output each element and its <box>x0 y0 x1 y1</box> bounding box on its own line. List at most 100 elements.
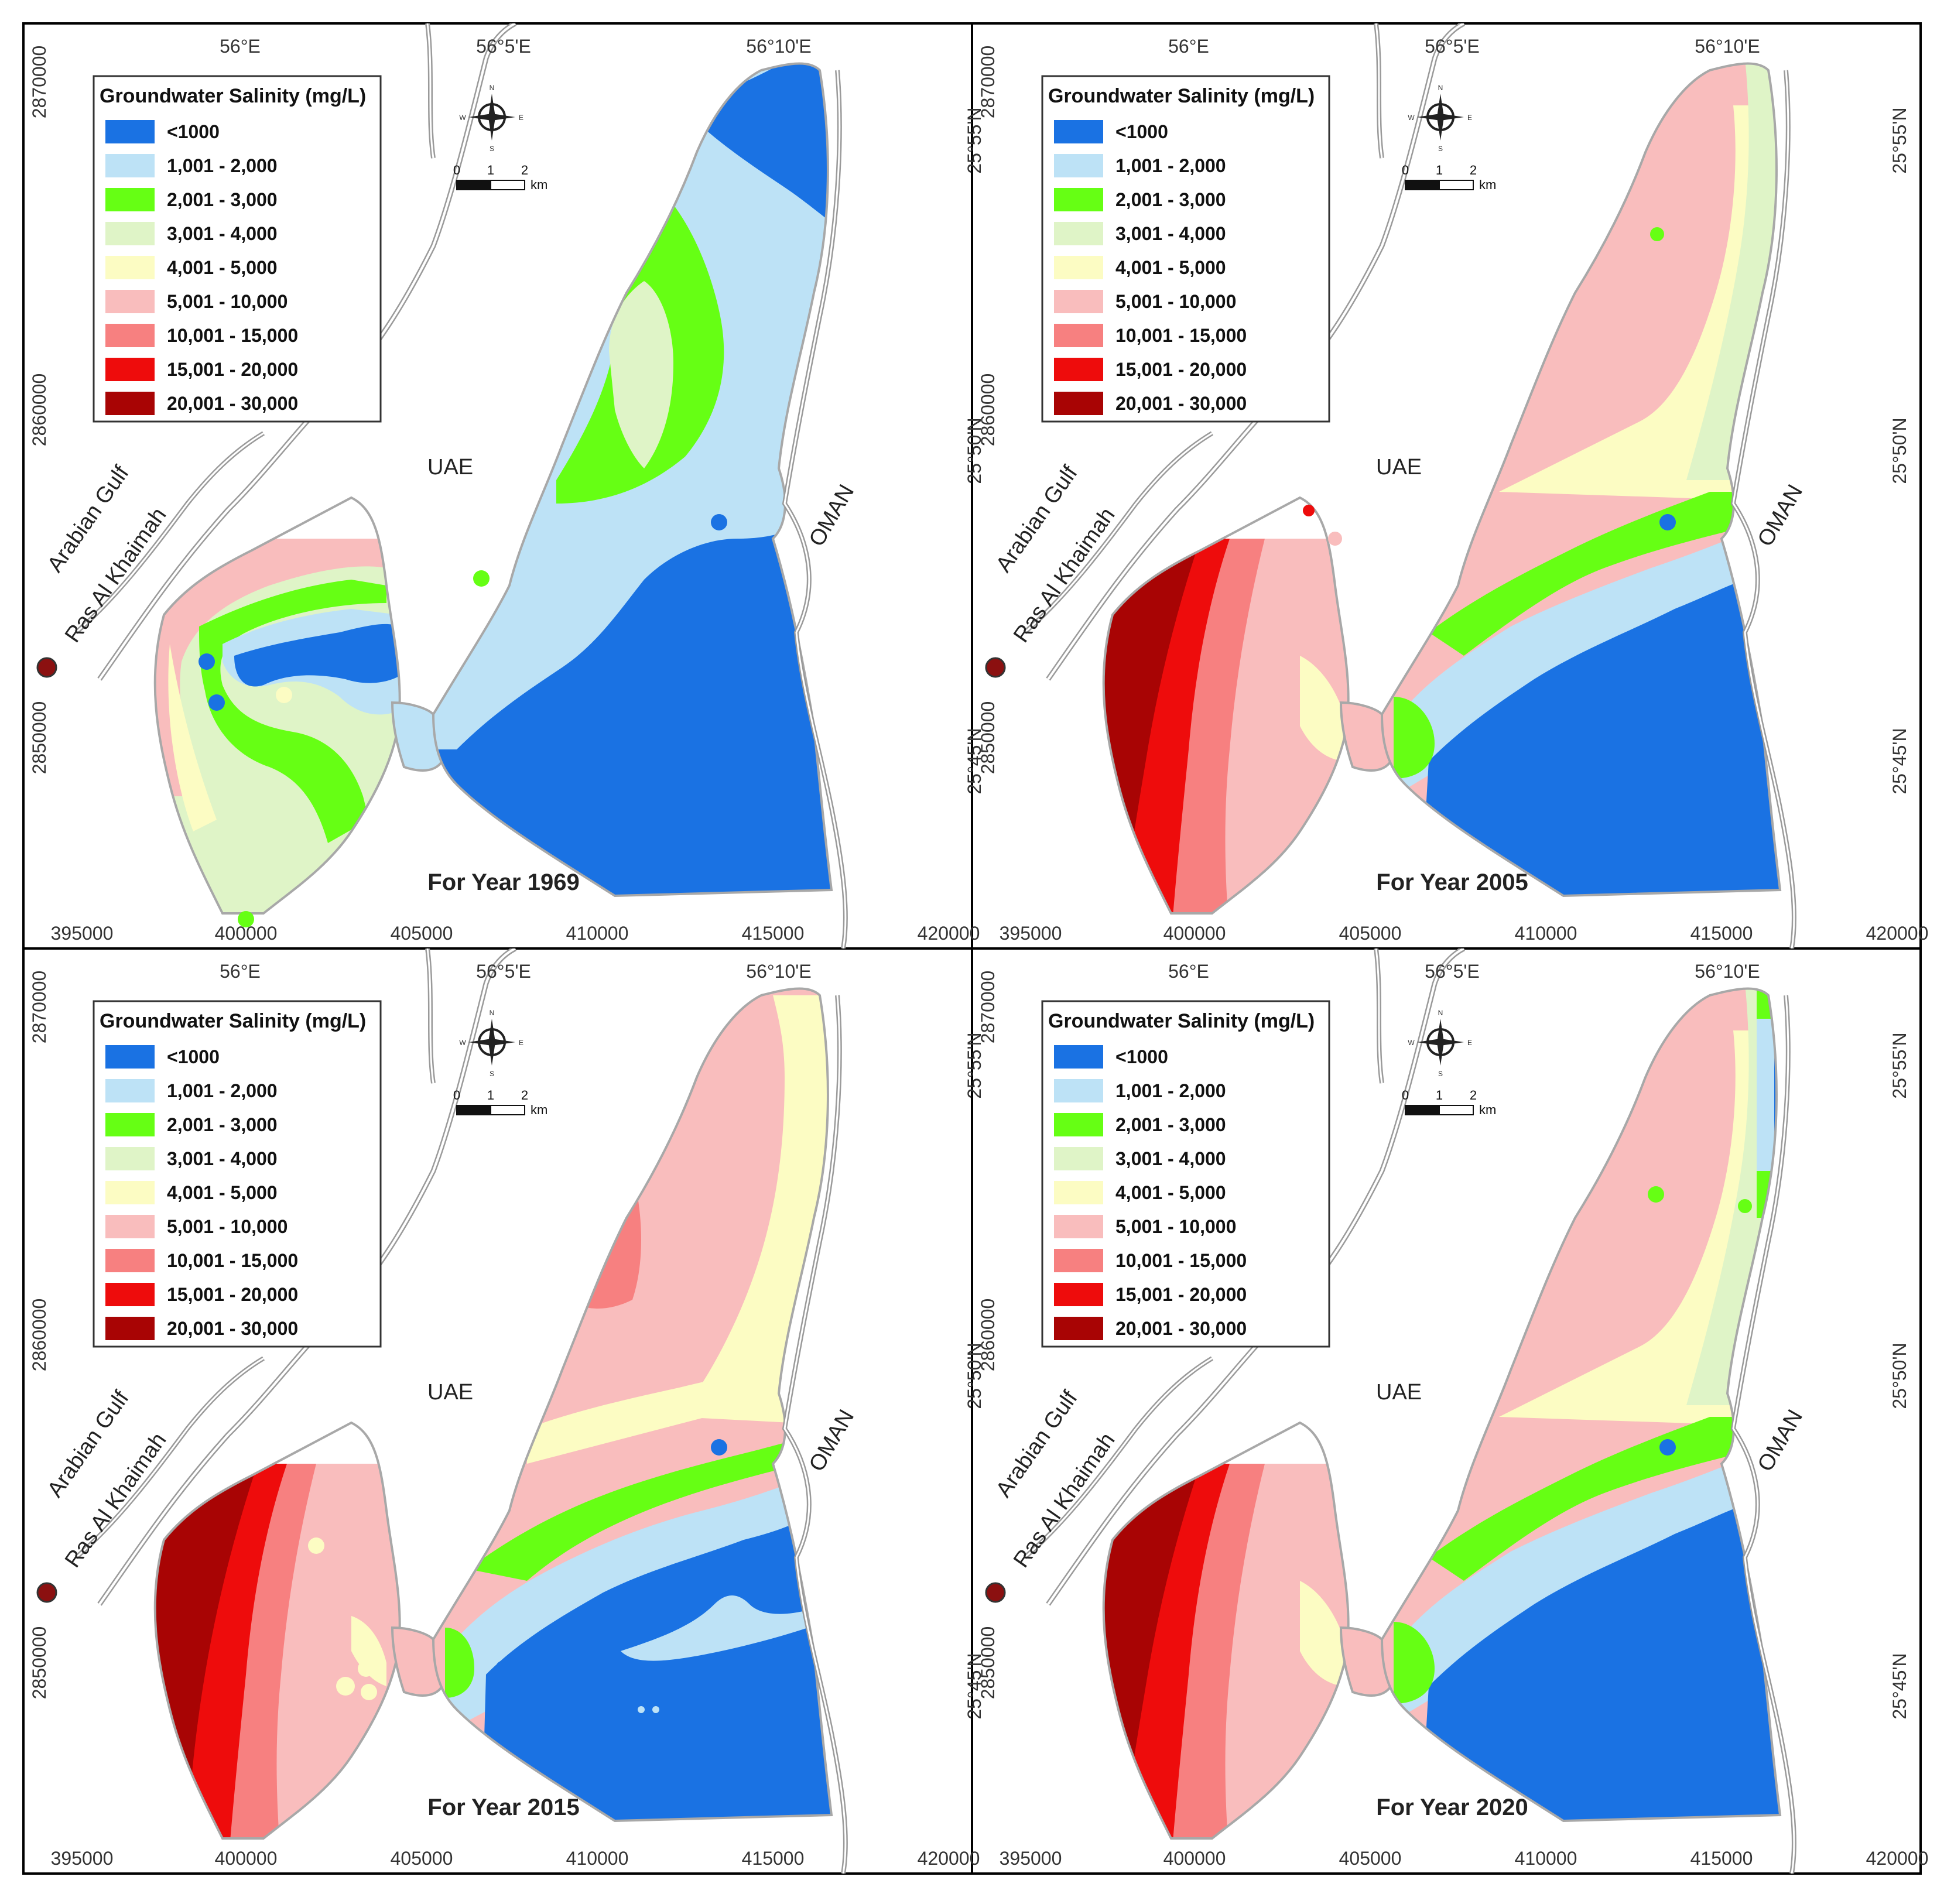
top-tick-label: 56°10'E <box>746 961 811 982</box>
salinity-zone-east-1 <box>564 1131 641 1309</box>
legend-swatch <box>1054 1317 1103 1340</box>
legend-item-label: 1,001 - 2,000 <box>1115 155 1226 176</box>
inner-right-tick-label: 25°50'N <box>964 1343 985 1409</box>
salinity-spot-0 <box>308 1537 324 1554</box>
bottom-tick-label: 395000 <box>51 1848 114 1869</box>
compass-s: S <box>1438 145 1443 153</box>
left-tick-label: 2870000 <box>29 46 50 119</box>
scale-tick-label: 1 <box>1436 163 1443 177</box>
salinity-spot-4 <box>495 1660 512 1677</box>
scale-tick-label: 0 <box>453 163 460 177</box>
legend-swatch <box>1054 120 1103 143</box>
bottom-tick-label: 420000 <box>1866 923 1929 944</box>
legend-item-label: 20,001 - 30,000 <box>1115 393 1247 414</box>
right-tick-label: 25°55'N <box>1889 1032 1910 1098</box>
salinity-spot-8 <box>711 1439 727 1456</box>
salinity-spot-6 <box>638 1706 645 1713</box>
country-label-uae: UAE <box>427 1380 473 1405</box>
bottom-tick-label: 415000 <box>1690 923 1753 944</box>
scale-segment-dark <box>1405 180 1440 190</box>
legend: Groundwater Salinity (mg/L) <1000 1,001 - … <box>1041 75 1330 423</box>
country-label-uae: UAE <box>1376 455 1422 480</box>
left-tick-label: 2860000 <box>977 374 998 447</box>
legend-item-label: <1000 <box>167 121 220 142</box>
legend-swatch <box>105 120 155 143</box>
scale-segment-dark <box>456 1105 491 1115</box>
top-tick-label: 56°5'E <box>476 36 531 57</box>
scale-segment-dark <box>456 180 491 190</box>
scale-unit: km <box>531 177 547 192</box>
legend-swatch <box>105 154 155 177</box>
compass-n: N <box>1438 1009 1443 1017</box>
salinity-zone-east-2 <box>679 995 831 1429</box>
legend-item-label: 15,001 - 20,000 <box>1115 1284 1247 1305</box>
bottom-tick-label: 400000 <box>1163 1848 1226 1869</box>
left-tick-label: 2870000 <box>29 971 50 1044</box>
salinity-spot-7 <box>652 1706 659 1713</box>
legend-swatch <box>1054 392 1103 415</box>
bottom-tick-label: 410000 <box>1515 923 1577 944</box>
legend-swatch <box>105 1181 155 1204</box>
scale-bar: 0 1 2km <box>453 163 547 192</box>
salinity-spot-0 <box>199 653 215 670</box>
legend-item-label: 20,001 - 30,000 <box>167 1318 298 1339</box>
salinity-spot-2 <box>1738 1199 1752 1213</box>
scale-segment-light <box>1439 180 1474 190</box>
legend-swatch <box>105 222 155 245</box>
inner-right-tick-label: 25°55'N <box>964 1032 985 1098</box>
top-tick-label: 56°10'E <box>746 36 811 57</box>
bottom-tick-label: 405000 <box>391 1848 453 1869</box>
top-tick-label: 56°E <box>1168 36 1209 57</box>
scale-tick-label: 2 <box>521 163 528 177</box>
bottom-tick-label: 420000 <box>918 1848 980 1869</box>
left-tick-label: 2850000 <box>977 701 998 775</box>
salinity-zone-west-1 <box>1300 656 1347 761</box>
scale-tick-label: 2 <box>1470 163 1477 177</box>
legend-swatch <box>105 1249 155 1272</box>
legend-item-label: <1000 <box>1115 121 1168 142</box>
compass-w: W <box>1408 1039 1415 1047</box>
salinity-zone-east-6 <box>1429 1417 1745 1581</box>
legend-item-label: 5,001 - 10,000 <box>1115 291 1236 312</box>
legend-item-label: 4,001 - 5,000 <box>167 1182 278 1203</box>
salinity-zone-east-7 <box>1394 697 1435 779</box>
scale-unit: km <box>1479 1102 1496 1117</box>
compass-e: E <box>1467 1039 1472 1047</box>
legend-item-label: 15,001 - 20,000 <box>167 359 298 380</box>
legend-item-label: 2,001 - 3,000 <box>167 189 278 210</box>
legend-swatch <box>1054 290 1103 313</box>
north-arrow: N S E W <box>459 1009 523 1078</box>
bottom-tick-label: 420000 <box>918 923 980 944</box>
scale-tick-label: 0 <box>1402 163 1409 177</box>
legend-item-label: 4,001 - 5,000 <box>1115 257 1226 278</box>
compass-e: E <box>1467 114 1472 122</box>
country-label-uae: UAE <box>1376 1380 1422 1405</box>
country-label-oman: OMAN <box>1753 1406 1808 1476</box>
left-tick-label: 2850000 <box>29 1626 50 1700</box>
legend-item-label: 4,001 - 5,000 <box>1115 1182 1226 1203</box>
scale-tick-label: 0 <box>453 1088 460 1102</box>
salinity-zone-west-2 <box>168 644 217 831</box>
scale-unit: km <box>531 1102 547 1117</box>
salinity-zone-east-3 <box>1803 152 1850 269</box>
salinity-zone-east-8 <box>1417 1505 1780 1821</box>
salinity-zone-west-1 <box>155 539 386 796</box>
scale-segment-light <box>490 180 525 190</box>
salinity-zone-east-6 <box>1417 580 1780 896</box>
legend-item-label: 2,001 - 3,000 <box>1115 189 1226 210</box>
legend-swatch <box>105 1317 155 1340</box>
right-tick-label: 25°45'N <box>1889 1653 1910 1719</box>
legend-swatch <box>105 1113 155 1136</box>
legend-title: Groundwater Salinity (mg/L) <box>1048 85 1315 107</box>
compass-s: S <box>490 1070 494 1078</box>
salinity-spot-1 <box>1328 532 1342 546</box>
country-label-oman: OMAN <box>805 481 859 551</box>
top-tick-label: 56°5'E <box>476 961 531 982</box>
legend-swatch <box>105 1079 155 1102</box>
legend-swatch <box>1054 256 1103 279</box>
legend-item-label: 5,001 - 10,000 <box>167 1216 288 1237</box>
compass-e: E <box>519 1039 523 1047</box>
